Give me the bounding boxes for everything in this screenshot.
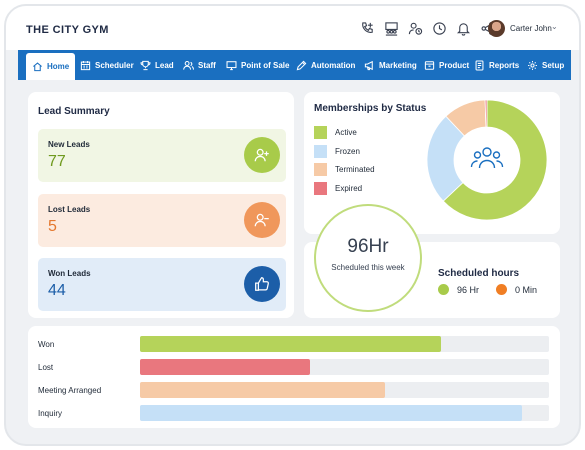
legend-item-active[interactable]: Active xyxy=(314,126,357,139)
trophy-icon xyxy=(140,60,151,70)
memberships-card: Memberships by Status Active Frozen Term… xyxy=(304,92,560,234)
box-icon xyxy=(424,60,435,70)
scheduled-item-label: 96 Hr xyxy=(457,284,480,295)
scheduled-hours-caption: Scheduled this week xyxy=(331,263,405,272)
tile-label: Won Leads xyxy=(48,269,91,278)
tile-value: 77 xyxy=(48,153,66,170)
chevron-down-icon[interactable]: ⌄ xyxy=(551,22,558,31)
scheduled-item-label: 0 Min xyxy=(515,284,538,295)
legend-swatch xyxy=(314,145,327,158)
bar-fill xyxy=(140,382,386,398)
user-minus-icon[interactable] xyxy=(244,202,280,238)
new-leads-tile[interactable]: New Leads 77 xyxy=(38,129,286,182)
bar-track-won[interactable] xyxy=(140,336,549,352)
app-frame: THE CITY GYM Carter John ⌄ xyxy=(4,4,581,446)
user-plus-icon[interactable] xyxy=(244,137,280,173)
nav-label: Lead xyxy=(155,60,174,70)
scheduled-item-minutes: 0 Min xyxy=(496,284,537,295)
won-leads-tile[interactable]: Won Leads 44 xyxy=(38,258,286,311)
nav-label: Setup xyxy=(542,60,565,70)
group-icon xyxy=(470,147,504,169)
avatar[interactable] xyxy=(488,20,505,37)
legend-swatch xyxy=(314,126,327,139)
main-nav: Home Scheduler Lead Staff Point of Sale … xyxy=(18,50,571,80)
nav-marketing[interactable]: Marketing xyxy=(364,50,417,80)
status-dot xyxy=(496,284,507,295)
card-title: Lead Summary xyxy=(38,106,110,117)
legend-item-frozen[interactable]: Frozen xyxy=(314,145,360,158)
tile-label: New Leads xyxy=(48,140,90,149)
nav-label: Point of Sale xyxy=(241,60,290,70)
app-logo[interactable]: THE CITY GYM xyxy=(26,24,109,36)
meeting-icon[interactable] xyxy=(384,21,399,36)
pipeline-card: Won Lost Meeting Arranged Inquiry xyxy=(28,326,560,428)
top-icon-group xyxy=(360,21,495,36)
reports-icon xyxy=(475,60,484,70)
scheduled-hours-title: Scheduled hours xyxy=(438,268,520,279)
bar-fill xyxy=(140,336,441,352)
home-icon xyxy=(33,62,42,72)
nav-label: Staff xyxy=(198,60,216,70)
scheduled-hours-badge: 96Hr Scheduled this week xyxy=(314,204,422,312)
gear-icon xyxy=(528,60,537,70)
bar-track-meeting-arranged[interactable] xyxy=(140,382,549,398)
nav-automation[interactable]: Automation xyxy=(296,50,355,80)
bar-label: Lost xyxy=(38,363,54,372)
tile-label: Lost Leads xyxy=(48,205,91,214)
nav-label: Marketing xyxy=(379,60,417,70)
nav-reports[interactable]: Reports xyxy=(474,50,519,80)
legend-label: Active xyxy=(335,128,357,137)
status-dot xyxy=(438,284,449,295)
nav-label: Home xyxy=(47,62,70,71)
monitor-icon xyxy=(226,60,237,70)
legend-swatch xyxy=(314,182,327,195)
phone-add-icon[interactable] xyxy=(360,21,375,36)
clock-icon[interactable] xyxy=(432,21,447,36)
nav-home[interactable]: Home xyxy=(26,53,76,80)
nav-label: Scheduler xyxy=(95,60,134,70)
user-name[interactable]: Carter John xyxy=(510,24,552,33)
legend-label: Expired xyxy=(335,184,363,193)
bar-track-lost[interactable] xyxy=(140,359,549,375)
card-title: Memberships by Status xyxy=(314,103,427,114)
lead-summary-card: Lead Summary New Leads 77 Lost Leads 5 W… xyxy=(28,92,294,318)
nav-setup[interactable]: Setup xyxy=(527,50,564,80)
scheduled-hours-value: 96Hr xyxy=(347,236,389,257)
nav-point-of-sale[interactable]: Point of Sale xyxy=(226,50,289,80)
bar-track-inquiry[interactable] xyxy=(140,405,549,421)
thumbs-up-icon[interactable] xyxy=(244,266,280,302)
memberships-donut-chart xyxy=(426,99,548,221)
legend-label: Terminated xyxy=(335,165,375,174)
legend-item-expired[interactable]: Expired xyxy=(314,182,362,195)
calendar-icon xyxy=(80,60,91,70)
nav-lead[interactable]: Lead xyxy=(140,50,174,80)
pen-icon xyxy=(296,60,307,70)
tile-value: 5 xyxy=(48,218,57,235)
nav-label: Automation xyxy=(311,60,356,70)
user-clock-icon[interactable] xyxy=(408,21,423,36)
nav-product[interactable]: Product xyxy=(424,50,469,80)
bell-icon[interactable] xyxy=(456,21,471,36)
legend-item-terminated[interactable]: Terminated xyxy=(314,163,375,176)
legend-swatch xyxy=(314,163,327,176)
megaphone-icon xyxy=(364,60,373,70)
lost-leads-tile[interactable]: Lost Leads 5 xyxy=(38,194,286,247)
bar-fill xyxy=(140,359,310,375)
bar-label: Inquiry xyxy=(38,409,63,418)
bar-label: Meeting Arranged xyxy=(38,386,102,395)
legend-label: Frozen xyxy=(335,147,360,156)
nav-scheduler[interactable]: Scheduler xyxy=(80,50,134,80)
tile-value: 44 xyxy=(48,282,66,299)
bar-label: Won xyxy=(38,340,55,349)
nav-staff[interactable]: Staff xyxy=(183,50,216,80)
scheduled-item-hours: 96 Hr xyxy=(438,284,479,295)
top-bar: THE CITY GYM Carter John ⌄ xyxy=(6,6,579,50)
nav-label: Product xyxy=(439,60,470,70)
bar-fill xyxy=(140,405,523,421)
nav-label: Reports xyxy=(489,60,520,70)
staff-icon xyxy=(183,60,194,70)
